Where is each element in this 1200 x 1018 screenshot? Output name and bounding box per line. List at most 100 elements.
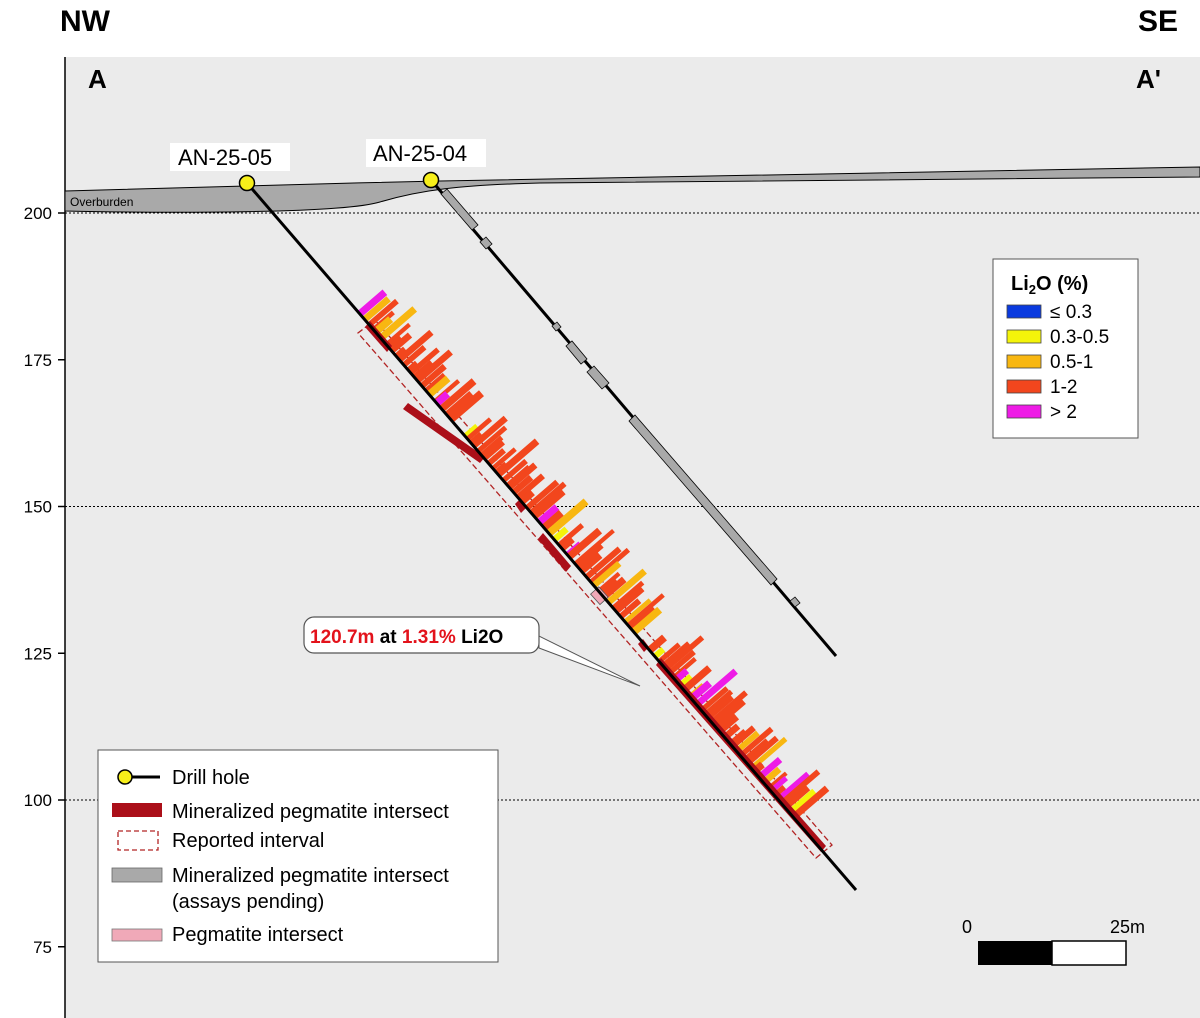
grade-legend-swatch [1006, 304, 1042, 319]
grade-legend-label: 1-2 [1050, 377, 1077, 398]
assay-bar [613, 585, 645, 614]
pegmatite-intersect [590, 586, 609, 606]
section-label-a: A [88, 64, 107, 94]
assay-bar [629, 606, 656, 631]
pending-intersect [789, 596, 801, 608]
legend-mineralized-label: Mineralized pegmatite intersect [172, 801, 449, 823]
direction-se: SE [1138, 5, 1178, 38]
assay-bar [606, 568, 647, 606]
assay-bar [623, 598, 652, 624]
assay-bar [476, 425, 508, 454]
hole-label-an-25-04: AN-25-04 [373, 141, 467, 166]
hole-label-box [170, 143, 290, 171]
tick-label: 100 [24, 791, 52, 810]
legend-pending-swatch [111, 867, 163, 883]
grade-legend-swatch [1006, 379, 1042, 394]
assay-bar [667, 649, 696, 676]
assay-bar [519, 489, 535, 505]
callout-at: at [380, 627, 398, 648]
assay-bar [559, 536, 575, 552]
assay-bar [495, 438, 540, 478]
assay-bar [791, 785, 830, 820]
assay-bar [434, 391, 451, 407]
assay-bar [756, 756, 783, 781]
pending-intersect [440, 188, 479, 231]
assay-bar [424, 372, 447, 394]
grade-legend-items: ≤ 0.3 0.3-0.5 0.5-1 1-2 > 2 [1006, 302, 1109, 423]
assay-bar [647, 634, 667, 654]
tick-label: 200 [24, 204, 52, 223]
assay-bar [699, 686, 729, 713]
pending-intersect [586, 365, 610, 390]
legend-pegmatite-label: Pegmatite intersect [172, 924, 344, 946]
scale-bar-end-label: 25m [1110, 917, 1145, 937]
assay-bar [703, 689, 734, 717]
assay-bar [481, 439, 506, 461]
pending-intersect [551, 321, 562, 332]
assay-bar [574, 542, 604, 569]
collar-an-25-05 [238, 174, 256, 192]
grade-legend-label: 0.3-0.5 [1050, 327, 1109, 348]
mineralized-intersect [403, 403, 485, 463]
assay-bar [589, 547, 631, 585]
assay-bar [546, 498, 589, 537]
collar-an-25-04 [422, 171, 440, 189]
assay-bar [681, 665, 712, 693]
assay-bar [734, 730, 760, 754]
assay-bar [412, 360, 434, 380]
assay-bar [463, 423, 479, 438]
legend-mineralized-swatch [112, 803, 162, 817]
tick-label: 125 [24, 644, 52, 663]
assay-bar [591, 561, 622, 588]
assay-bar [448, 390, 484, 423]
main-legend-box [97, 749, 499, 963]
assay-bar [661, 641, 691, 668]
assay-bar [730, 725, 756, 749]
assay-bar [515, 473, 546, 500]
grade-legend: Li2O (%) ≤ 0.3 0.3-0.5 0.5-1 1-2 > 2 [992, 258, 1139, 439]
assay-bar [465, 417, 493, 441]
assay-bar [397, 329, 434, 363]
assay-bar [444, 390, 474, 418]
assay-bar [491, 447, 517, 471]
assay-bar [415, 349, 453, 384]
legend-reported-label: Reported interval [172, 830, 324, 852]
grade-legend-label: > 2 [1050, 402, 1077, 423]
assay-bar [501, 458, 528, 483]
assay-bar [787, 788, 817, 816]
grade-legend-title: Li2O (%) [1011, 273, 1088, 297]
callout-box [303, 616, 540, 654]
assay-bar [471, 415, 508, 449]
hole-label-box [366, 139, 486, 167]
assay-bar [694, 668, 738, 708]
assay-bar [529, 481, 567, 515]
assay-bar [578, 552, 603, 574]
assay-bar [597, 571, 621, 593]
assay-bar [426, 375, 451, 398]
grade-legend-label: ≤ 0.3 [1050, 302, 1092, 323]
assay-bar [394, 346, 407, 359]
legend-reported-swatch [117, 830, 159, 851]
overburden-layer [64, 166, 1200, 213]
assay-bar [357, 289, 388, 317]
assay-bar [631, 606, 663, 635]
legend-pending-label: Mineralized pegmatite intersect [172, 865, 449, 887]
assay-bar [776, 771, 810, 802]
assay-bar [409, 347, 440, 376]
assay-bar [738, 726, 774, 758]
drill-hole-trace-an-25-05 [245, 182, 858, 891]
assay-bar [469, 431, 483, 445]
assay-bar [378, 306, 418, 341]
scale-bar-black [978, 941, 1052, 965]
assay-bar [486, 448, 506, 466]
legend-pending-sublabel: (assays pending) [172, 891, 324, 913]
assay-bar [706, 695, 734, 721]
assay-bar [742, 738, 769, 763]
section-label-a-prime: A' [1136, 64, 1161, 94]
tick-label: 175 [24, 351, 52, 370]
callout-text: 120.7m at 1.31% Li2O [310, 627, 503, 648]
assay-bar [401, 344, 427, 368]
assay-bar [362, 296, 391, 322]
legend-pegmatite-swatch [111, 928, 163, 942]
assay-bar [406, 360, 419, 372]
